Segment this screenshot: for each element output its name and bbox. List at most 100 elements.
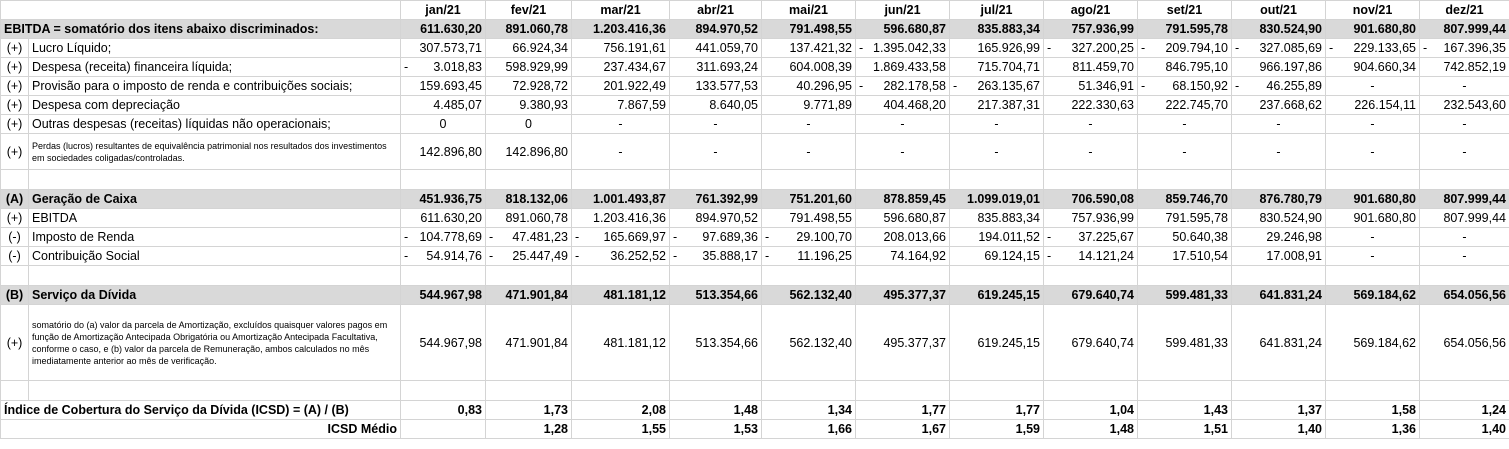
- value-cell[interactable]: 9.771,89: [761, 95, 856, 115]
- value-cell[interactable]: 757.936,99: [1043, 19, 1138, 39]
- row-sign[interactable]: (+): [0, 304, 29, 381]
- value-cell[interactable]: -: [1419, 76, 1509, 96]
- value-cell[interactable]: 756.191,61: [571, 38, 670, 58]
- month-header-ago-21[interactable]: ago/21: [1043, 0, 1138, 20]
- empty-cell[interactable]: [1231, 169, 1326, 190]
- value-cell[interactable]: 1,53: [669, 419, 762, 439]
- value-cell[interactable]: 9.380,93: [485, 95, 572, 115]
- value-cell[interactable]: 1,36: [1325, 419, 1420, 439]
- empty-cell[interactable]: [949, 380, 1044, 401]
- value-cell[interactable]: 751.201,60: [761, 189, 856, 209]
- empty-cell[interactable]: [855, 265, 950, 286]
- value-cell[interactable]: 807.999,44: [1419, 189, 1509, 209]
- value-cell[interactable]: 830.524,90: [1231, 19, 1326, 39]
- value-cell[interactable]: 1,37: [1231, 400, 1326, 420]
- empty-cell[interactable]: [0, 169, 29, 190]
- value-cell[interactable]: - 3.018,83: [400, 57, 486, 77]
- row-label[interactable]: Despesa (receita) financeira líquida;: [28, 57, 401, 77]
- empty-cell[interactable]: [761, 380, 856, 401]
- value-cell[interactable]: -: [855, 133, 950, 170]
- value-cell[interactable]: 1.001.493,87: [571, 189, 670, 209]
- value-cell[interactable]: 835.883,34: [949, 19, 1044, 39]
- value-cell[interactable]: 596.680,87: [855, 19, 950, 39]
- value-cell[interactable]: -: [855, 114, 950, 134]
- value-cell[interactable]: - 97.689,36: [669, 227, 762, 247]
- value-cell[interactable]: 598.929,99: [485, 57, 572, 77]
- value-cell[interactable]: 51.346,91: [1043, 76, 1138, 96]
- empty-cell[interactable]: [761, 169, 856, 190]
- value-cell[interactable]: - 68.150,92: [1137, 76, 1232, 96]
- value-cell[interactable]: - 327.085,69: [1231, 38, 1326, 58]
- row-label[interactable]: Geração de Caixa: [28, 189, 401, 209]
- row-sign[interactable]: (+): [0, 57, 29, 77]
- row-sign[interactable]: (-): [0, 227, 29, 247]
- value-cell[interactable]: 495.377,37: [855, 304, 950, 381]
- value-cell[interactable]: -: [669, 114, 762, 134]
- value-cell[interactable]: -: [1043, 114, 1138, 134]
- value-cell[interactable]: 654.056,56: [1419, 285, 1509, 305]
- value-cell[interactable]: 222.745,70: [1137, 95, 1232, 115]
- value-cell[interactable]: 495.377,37: [855, 285, 950, 305]
- value-cell[interactable]: 619.245,15: [949, 285, 1044, 305]
- value-cell[interactable]: 0: [400, 114, 486, 134]
- value-cell[interactable]: 1,40: [1231, 419, 1326, 439]
- value-cell[interactable]: 641.831,24: [1231, 285, 1326, 305]
- value-cell[interactable]: 1,55: [571, 419, 670, 439]
- value-cell[interactable]: 1,48: [669, 400, 762, 420]
- row-label[interactable]: EBITDA: [28, 208, 401, 228]
- value-cell[interactable]: 471.901,84: [485, 285, 572, 305]
- value-cell[interactable]: 544.967,98: [400, 285, 486, 305]
- value-cell[interactable]: -: [949, 114, 1044, 134]
- value-cell[interactable]: -: [571, 114, 670, 134]
- value-cell[interactable]: -: [1419, 246, 1509, 266]
- empty-cell[interactable]: [485, 265, 572, 286]
- value-cell[interactable]: -: [1325, 227, 1420, 247]
- row-label[interactable]: Perdas (lucros) resultantes de equivalên…: [28, 133, 401, 170]
- value-cell[interactable]: - 35.888,17: [669, 246, 762, 266]
- value-cell[interactable]: 0,83: [400, 400, 486, 420]
- month-header-mai-21[interactable]: mai/21: [761, 0, 856, 20]
- value-cell[interactable]: 757.936,99: [1043, 208, 1138, 228]
- empty-cell[interactable]: [400, 380, 486, 401]
- value-cell[interactable]: 17.510,54: [1137, 246, 1232, 266]
- value-cell[interactable]: 835.883,34: [949, 208, 1044, 228]
- value-cell[interactable]: 0: [485, 114, 572, 134]
- value-cell[interactable]: - 282.178,58: [855, 76, 950, 96]
- month-header-nov-21[interactable]: nov/21: [1325, 0, 1420, 20]
- empty-cell[interactable]: [0, 265, 29, 286]
- value-cell[interactable]: 807.999,44: [1419, 208, 1509, 228]
- value-cell[interactable]: - 209.794,10: [1137, 38, 1232, 58]
- value-cell[interactable]: 17.008,91: [1231, 246, 1326, 266]
- empty-cell[interactable]: [400, 169, 486, 190]
- value-cell[interactable]: - 54.914,76: [400, 246, 486, 266]
- value-cell[interactable]: -: [761, 133, 856, 170]
- value-cell[interactable]: - 36.252,52: [571, 246, 670, 266]
- value-cell[interactable]: -: [1419, 114, 1509, 134]
- value-cell[interactable]: 878.859,45: [855, 189, 950, 209]
- empty-cell[interactable]: [855, 380, 950, 401]
- value-cell[interactable]: 404.468,20: [855, 95, 950, 115]
- value-cell[interactable]: 901.680,80: [1325, 189, 1420, 209]
- value-cell[interactable]: 29.246,98: [1231, 227, 1326, 247]
- row-sign[interactable]: (+): [0, 208, 29, 228]
- value-cell[interactable]: 791.498,55: [761, 19, 856, 39]
- month-header-out-21[interactable]: out/21: [1231, 0, 1326, 20]
- value-cell[interactable]: 8.640,05: [669, 95, 762, 115]
- value-cell[interactable]: - 229.133,65: [1325, 38, 1420, 58]
- empty-cell[interactable]: [1043, 380, 1138, 401]
- empty-cell[interactable]: [1419, 169, 1509, 190]
- value-cell[interactable]: 1,58: [1325, 400, 1420, 420]
- empty-cell[interactable]: [28, 169, 401, 190]
- empty-cell[interactable]: [1231, 380, 1326, 401]
- empty-cell[interactable]: [669, 380, 762, 401]
- value-cell[interactable]: 311.693,24: [669, 57, 762, 77]
- value-cell[interactable]: - 11.196,25: [761, 246, 856, 266]
- value-cell[interactable]: 40.296,95: [761, 76, 856, 96]
- value-cell[interactable]: - 327.200,25: [1043, 38, 1138, 58]
- value-cell[interactable]: 901.680,80: [1325, 19, 1420, 39]
- value-cell[interactable]: -: [1231, 133, 1326, 170]
- value-cell[interactable]: 226.154,11: [1325, 95, 1420, 115]
- empty-cell[interactable]: [571, 265, 670, 286]
- value-cell[interactable]: 1,34: [761, 400, 856, 420]
- row-sign[interactable]: (+): [0, 95, 29, 115]
